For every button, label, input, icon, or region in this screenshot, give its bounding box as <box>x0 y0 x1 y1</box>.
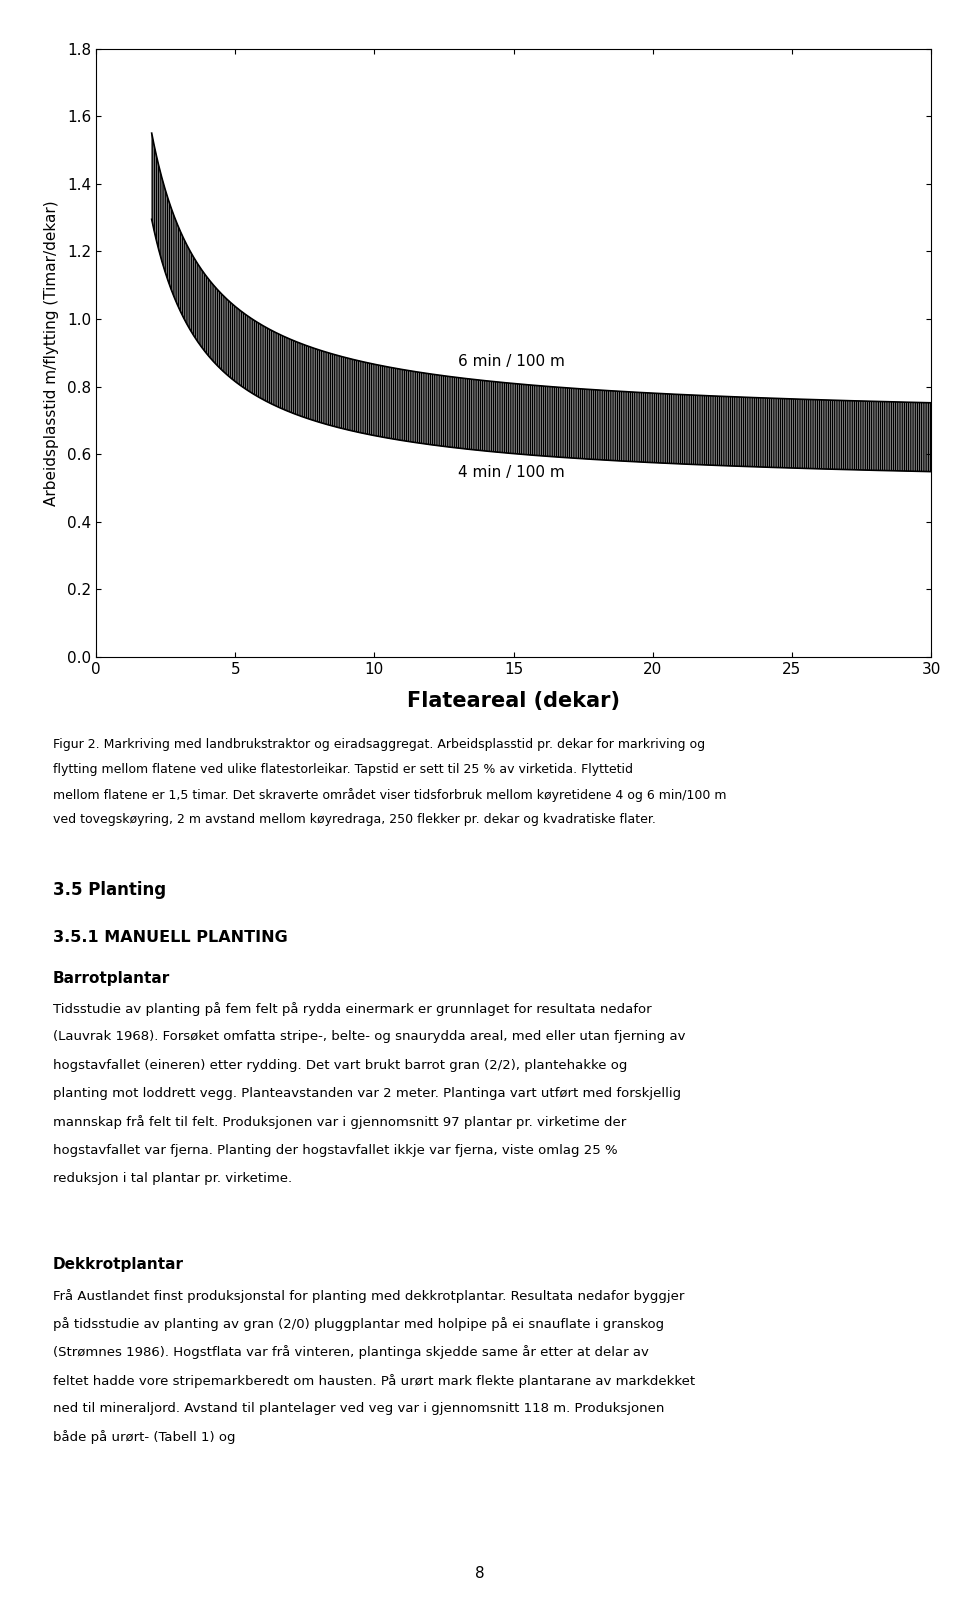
Y-axis label: Arbeidsplasstid m/flytting (Timar/dekar): Arbeidsplasstid m/flytting (Timar/dekar) <box>43 200 59 506</box>
Text: feltet hadde vore stripemarkberedt om hausten. På urørt mark flekte plantarane a: feltet hadde vore stripemarkberedt om ha… <box>53 1374 695 1388</box>
Text: Tidsstudie av planting på fem felt på rydda einermark er grunnlaget for resultat: Tidsstudie av planting på fem felt på ry… <box>53 1002 652 1015</box>
Text: 4 min / 100 m: 4 min / 100 m <box>458 466 564 480</box>
Text: Barrotplantar: Barrotplantar <box>53 970 170 986</box>
Text: mannskap frå felt til felt. Produksjonen var i gjennomsnitt 97 plantar pr. virke: mannskap frå felt til felt. Produksjonen… <box>53 1116 626 1129</box>
Text: planting mot loddrett vegg. Planteavstanden var 2 meter. Plantinga vart utført m: planting mot loddrett vegg. Planteavstan… <box>53 1087 681 1100</box>
Text: hogstavfallet (eineren) etter rydding. Det vart brukt barrot gran (2/2), planteh: hogstavfallet (eineren) etter rydding. D… <box>53 1059 627 1072</box>
Text: både på urørt- (Tabell 1) og: både på urørt- (Tabell 1) og <box>53 1431 235 1445</box>
Text: Dekkrotplantar: Dekkrotplantar <box>53 1257 183 1272</box>
Text: (Lauvrak 1968). Forsøket omfatta stripe-, belte- og snaurydda areal, med eller u: (Lauvrak 1968). Forsøket omfatta stripe-… <box>53 1030 685 1043</box>
Text: ved tovegskøyring, 2 m avstand mellom køyredraga, 250 flekker pr. dekar og kvadr: ved tovegskøyring, 2 m avstand mellom kø… <box>53 813 656 827</box>
Text: Frå Austlandet finst produksjonstal for planting med dekkrotplantar. Resultata n: Frå Austlandet finst produksjonstal for … <box>53 1288 684 1302</box>
Text: reduksjon i tal plantar pr. virketime.: reduksjon i tal plantar pr. virketime. <box>53 1173 292 1186</box>
Text: flytting mellom flatene ved ulike flatestorleikar. Tapstid er sett til 25 % av v: flytting mellom flatene ved ulike flates… <box>53 762 633 777</box>
Text: (Strømnes 1986). Hogstflata var frå vinteren, plantinga skjedde same år etter at: (Strømnes 1986). Hogstflata var frå vint… <box>53 1345 649 1359</box>
Text: Figur 2. Markriving med landbrukstraktor og eiradsaggregat. Arbeidsplasstid pr. : Figur 2. Markriving med landbrukstraktor… <box>53 738 705 751</box>
Text: ned til mineraljord. Avstand til plantelager ved veg var i gjennomsnitt 118 m. P: ned til mineraljord. Avstand til plantel… <box>53 1401 664 1414</box>
Text: hogstavfallet var fjerna. Planting der hogstavfallet ikkje var fjerna, viste oml: hogstavfallet var fjerna. Planting der h… <box>53 1144 617 1156</box>
Text: 3.5.1 MANUELL PLANTING: 3.5.1 MANUELL PLANTING <box>53 929 288 944</box>
X-axis label: Flateareal (dekar): Flateareal (dekar) <box>407 691 620 710</box>
Text: på tidsstudie av planting av gran (2/0) pluggplantar med holpipe på ei snauflate: på tidsstudie av planting av gran (2/0) … <box>53 1317 664 1332</box>
Text: 6 min / 100 m: 6 min / 100 m <box>458 354 564 368</box>
Text: 3.5 Planting: 3.5 Planting <box>53 881 166 899</box>
Text: mellom flatene er 1,5 timar. Det skraverte området viser tidsforbruk mellom køyr: mellom flatene er 1,5 timar. Det skraver… <box>53 788 727 803</box>
Text: 8: 8 <box>475 1567 485 1581</box>
